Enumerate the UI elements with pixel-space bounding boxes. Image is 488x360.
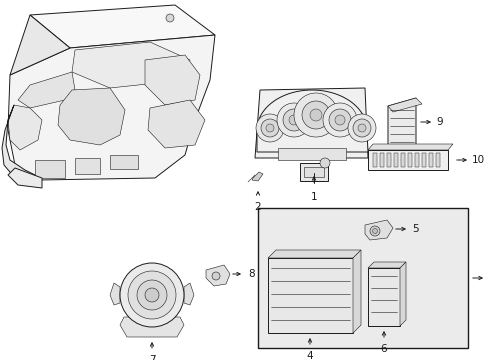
Circle shape [319, 158, 329, 168]
Bar [393, 153, 397, 167]
Circle shape [265, 124, 273, 132]
Circle shape [309, 109, 321, 121]
Bar [278, 148, 346, 160]
Polygon shape [364, 220, 392, 240]
Circle shape [293, 93, 337, 137]
Circle shape [256, 114, 284, 142]
Text: 5: 5 [411, 224, 418, 234]
Bar [75, 158, 100, 174]
Circle shape [212, 272, 220, 280]
Bar [367, 150, 447, 170]
Polygon shape [8, 168, 42, 188]
Polygon shape [367, 262, 405, 268]
Circle shape [145, 288, 159, 302]
Polygon shape [18, 72, 75, 108]
Bar [110, 155, 138, 169]
Circle shape [276, 103, 310, 137]
Circle shape [288, 115, 298, 125]
Polygon shape [8, 105, 42, 150]
Bar [386, 153, 390, 167]
Circle shape [323, 103, 356, 137]
Bar [421, 153, 425, 167]
Bar [35, 160, 65, 178]
Polygon shape [2, 105, 35, 180]
Polygon shape [30, 5, 215, 48]
Text: 1: 1 [310, 192, 317, 202]
Bar [379, 153, 383, 167]
Bar [299, 163, 327, 181]
Text: 8: 8 [247, 269, 254, 279]
Circle shape [128, 271, 176, 319]
Bar [267, 258, 352, 333]
Polygon shape [254, 88, 367, 158]
Bar [414, 153, 418, 167]
Bar [304, 167, 324, 177]
Bar [428, 153, 432, 167]
Text: 9: 9 [435, 117, 442, 127]
Text: 2: 2 [254, 202, 261, 212]
Polygon shape [8, 35, 215, 180]
Text: 7: 7 [148, 355, 155, 360]
Polygon shape [10, 15, 70, 75]
Circle shape [283, 109, 305, 131]
Bar [367, 268, 399, 326]
Bar [400, 153, 404, 167]
Polygon shape [267, 250, 360, 258]
Circle shape [369, 226, 379, 236]
Circle shape [357, 124, 365, 132]
Polygon shape [387, 98, 421, 112]
Polygon shape [399, 262, 405, 326]
Polygon shape [387, 98, 415, 151]
Polygon shape [257, 90, 367, 152]
Circle shape [328, 109, 350, 131]
Circle shape [372, 229, 377, 234]
Polygon shape [72, 42, 190, 88]
Circle shape [120, 263, 183, 327]
Circle shape [165, 14, 174, 22]
Circle shape [334, 115, 345, 125]
Bar [372, 153, 376, 167]
Text: 10: 10 [471, 155, 484, 165]
Circle shape [302, 101, 329, 129]
Polygon shape [110, 283, 120, 305]
Polygon shape [205, 265, 229, 286]
Circle shape [352, 119, 370, 137]
Polygon shape [120, 317, 183, 337]
Polygon shape [251, 172, 263, 181]
Bar [435, 153, 439, 167]
Polygon shape [352, 250, 360, 333]
Circle shape [261, 119, 279, 137]
Text: 4: 4 [306, 351, 313, 360]
Text: 6: 6 [380, 344, 386, 354]
Bar [407, 153, 411, 167]
Circle shape [137, 280, 167, 310]
Polygon shape [148, 100, 204, 148]
Bar [258, 208, 467, 348]
Circle shape [347, 114, 375, 142]
Polygon shape [367, 144, 452, 150]
Polygon shape [58, 88, 125, 145]
Polygon shape [183, 283, 194, 305]
Polygon shape [145, 55, 200, 105]
